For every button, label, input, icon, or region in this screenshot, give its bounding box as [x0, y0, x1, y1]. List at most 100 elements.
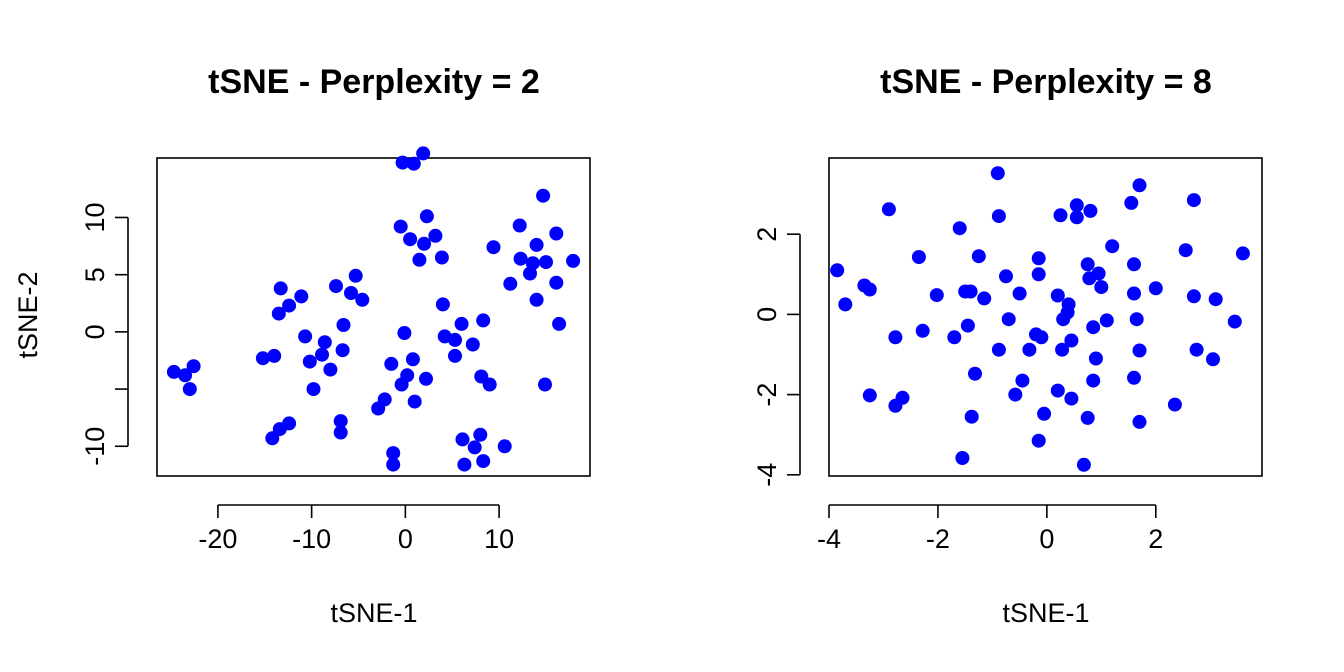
data-point — [991, 209, 1006, 224]
data-point — [503, 276, 518, 291]
data-point — [1178, 243, 1193, 258]
chart-title: tSNE - Perplexity = 2 — [208, 63, 540, 101]
y-tick-label: -4 — [752, 463, 782, 487]
data-point — [990, 166, 1005, 181]
y-axis: -4 -2 0 2 — [752, 227, 801, 487]
data-point — [512, 218, 527, 233]
data-point — [317, 335, 332, 350]
data-point — [1124, 195, 1139, 210]
y-axis-label: tSNE-2 — [13, 271, 43, 358]
data-point — [1167, 397, 1182, 412]
data-point — [1186, 193, 1201, 208]
data-point — [1055, 342, 1070, 357]
y-tick-label: 0 — [752, 307, 782, 322]
right-scatter-panel: tSNE - Perplexity = 8 tSNE-1 -4 -2 0 2 -4 -2… — [752, 63, 1263, 628]
data-point — [895, 390, 910, 405]
data-point — [999, 269, 1013, 284]
data-point — [419, 209, 434, 224]
data-point — [267, 348, 282, 363]
x-axis-label: tSNE-1 — [330, 598, 417, 628]
data-point — [1015, 373, 1030, 388]
x-tick-label: -2 — [926, 524, 950, 554]
data-point — [862, 388, 877, 403]
data-point — [1189, 342, 1204, 357]
data-point — [1208, 292, 1223, 307]
data-point — [333, 425, 348, 440]
data-point — [302, 354, 317, 369]
data-point — [1086, 373, 1101, 388]
data-point — [830, 263, 845, 278]
data-point — [1012, 286, 1027, 301]
data-point — [525, 256, 540, 271]
data-point — [1206, 352, 1220, 367]
data-point — [306, 382, 321, 397]
data-point — [1069, 198, 1084, 213]
data-point — [1053, 208, 1068, 223]
data-point — [329, 279, 343, 294]
data-point — [486, 240, 501, 255]
data-point — [335, 343, 350, 358]
data-point — [963, 284, 978, 299]
data-point — [964, 409, 979, 424]
data-point — [377, 392, 392, 407]
data-point — [323, 362, 338, 377]
y-tick-label: 5 — [80, 267, 110, 282]
data-point — [991, 342, 1006, 357]
data-point — [1080, 410, 1095, 425]
data-point — [467, 440, 482, 455]
data-point — [448, 332, 462, 347]
data-point — [1050, 383, 1065, 398]
data-point — [911, 250, 926, 264]
data-point — [960, 318, 975, 333]
data-point — [1127, 257, 1141, 272]
data-point — [1086, 320, 1101, 335]
data-point — [497, 439, 512, 454]
data-point — [539, 255, 553, 270]
data-point — [513, 251, 528, 266]
data-point — [386, 446, 401, 461]
x-tick-label: 0 — [398, 524, 413, 554]
data-point — [1031, 267, 1046, 282]
data-point — [178, 368, 193, 383]
data-point — [482, 377, 497, 392]
data-point — [536, 188, 551, 203]
data-point — [1008, 387, 1023, 402]
data-point — [1132, 414, 1147, 429]
data-point — [1064, 391, 1079, 406]
data-points — [830, 166, 1250, 472]
data-point — [1127, 370, 1141, 385]
data-point — [1148, 281, 1163, 296]
data-point — [348, 268, 363, 283]
data-point — [336, 318, 351, 332]
x-tick-label: -4 — [817, 524, 841, 554]
data-point — [393, 219, 408, 234]
y-tick-label: -2 — [752, 383, 782, 407]
data-point — [166, 364, 181, 379]
data-point — [294, 289, 309, 304]
data-point — [977, 291, 992, 306]
data-point — [344, 286, 358, 300]
data-point — [1091, 266, 1106, 281]
data-point — [315, 347, 329, 362]
data-point — [355, 292, 370, 307]
data-point — [538, 377, 552, 392]
data-point — [1127, 286, 1141, 301]
data-point — [1064, 333, 1079, 348]
data-point — [888, 330, 903, 345]
x-axis: -20 -10 0 10 — [198, 504, 514, 554]
data-point — [1076, 457, 1091, 472]
data-point — [1031, 433, 1046, 448]
y-tick-label: 2 — [752, 227, 782, 242]
data-point — [1050, 288, 1065, 303]
data-point — [862, 282, 877, 297]
data-point — [952, 221, 967, 236]
data-point — [566, 253, 581, 268]
data-point — [971, 249, 986, 264]
data-point — [403, 232, 418, 247]
data-point — [271, 306, 286, 321]
data-point — [282, 416, 297, 431]
data-point — [457, 457, 472, 472]
data-point — [476, 454, 491, 469]
data-point — [1105, 239, 1120, 254]
